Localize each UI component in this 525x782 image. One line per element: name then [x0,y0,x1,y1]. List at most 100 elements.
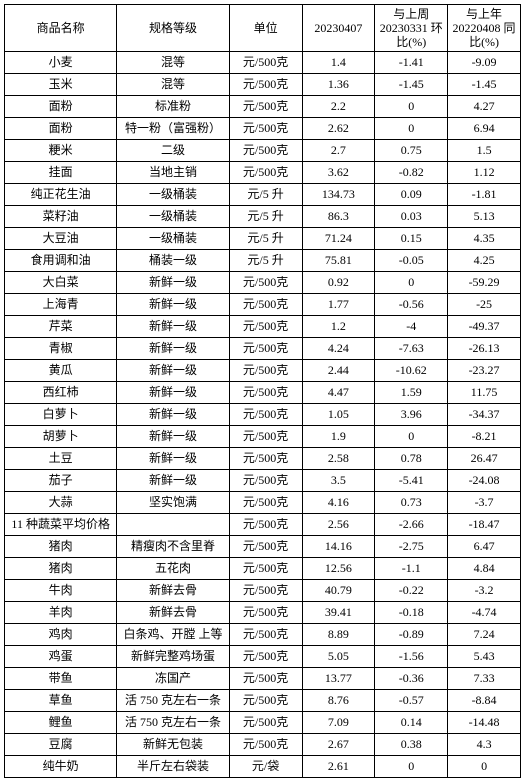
cell: 活 750 克左右一条 [117,712,229,734]
table-row: 芹菜新鲜一级元/500克1.2-4-49.37 [5,316,521,338]
cell: 0 [375,272,448,294]
cell: 0 [375,756,448,778]
cell: -1.45 [448,74,521,96]
table-row: 食用调和油桶装一级元/5 升75.81-0.054.25 [5,250,521,272]
cell: 元/500克 [229,404,302,426]
cell: 茄子 [5,470,117,492]
cell: 冻国产 [117,668,229,690]
cell: -26.13 [448,338,521,360]
cell: 12.56 [302,558,375,580]
cell: 75.81 [302,250,375,272]
cell: 坚实饱满 [117,492,229,514]
cell: -0.18 [375,602,448,624]
cell: 0 [375,426,448,448]
cell: 豆腐 [5,734,117,756]
cell: 3.96 [375,404,448,426]
table-row: 牛肉新鲜去骨元/500克40.79-0.22-3.2 [5,580,521,602]
cell: 元/500克 [229,294,302,316]
cell: 7.09 [302,712,375,734]
cell: -0.05 [375,250,448,272]
cell: -1.41 [375,52,448,74]
cell: 带鱼 [5,668,117,690]
table-row: 小麦混等元/500克1.4-1.41-9.09 [5,52,521,74]
cell: -25 [448,294,521,316]
cell: 一级桶装 [117,206,229,228]
header-date: 20230407 [302,5,375,52]
cell: 当地主销 [117,162,229,184]
table-row: 纯牛奶半斤左右袋装元/袋2.6100 [5,756,521,778]
header-spec: 规格等级 [117,5,229,52]
cell: 1.4 [302,52,375,74]
cell: 新鲜完整鸡场蛋 [117,646,229,668]
cell: 11 种蔬菜平均价格 [5,514,117,536]
cell: 胡萝卜 [5,426,117,448]
cell: -1.81 [448,184,521,206]
cell: -3.7 [448,492,521,514]
cell: 大蒜 [5,492,117,514]
table-row: 大蒜坚实饱满元/500克4.160.73-3.7 [5,492,521,514]
cell: 元/500克 [229,140,302,162]
table-row: 粳米二级元/500克2.70.751.5 [5,140,521,162]
cell: 纯正花生油 [5,184,117,206]
cell: 0.15 [375,228,448,250]
cell: 0 [448,756,521,778]
cell: -1.1 [375,558,448,580]
cell [117,514,229,536]
cell: 0 [375,118,448,140]
cell: 草鱼 [5,690,117,712]
cell: 5.13 [448,206,521,228]
cell: -10.62 [375,360,448,382]
cell: 0.38 [375,734,448,756]
table-row: 面粉标准粉元/500克2.204.27 [5,96,521,118]
cell: 二级 [117,140,229,162]
cell: 4.3 [448,734,521,756]
table-row: 鲤鱼活 750 克左右一条元/500克7.090.14-14.48 [5,712,521,734]
cell: 0.14 [375,712,448,734]
cell: 土豆 [5,448,117,470]
cell: 1.36 [302,74,375,96]
cell: 新鲜一级 [117,448,229,470]
cell: 特一粉（富强粉） [117,118,229,140]
cell: -8.84 [448,690,521,712]
header-unit: 单位 [229,5,302,52]
cell: -7.63 [375,338,448,360]
cell: 元/500克 [229,316,302,338]
table-row: 黄瓜新鲜一级元/500克2.44-10.62-23.27 [5,360,521,382]
cell: 元/500克 [229,624,302,646]
cell: 元/500克 [229,470,302,492]
cell: 混等 [117,52,229,74]
cell: 4.27 [448,96,521,118]
cell: 元/500克 [229,52,302,74]
cell: -5.41 [375,470,448,492]
cell: 鸡蛋 [5,646,117,668]
table-row: 猪肉五花肉元/500克12.56-1.14.84 [5,558,521,580]
cell: 牛肉 [5,580,117,602]
price-table: 商品名称 规格等级 单位 20230407 与上周 20230331 环比(%)… [4,4,521,778]
header-row: 商品名称 规格等级 单位 20230407 与上周 20230331 环比(%)… [5,5,521,52]
cell: 元/500克 [229,712,302,734]
cell: 0.75 [375,140,448,162]
table-row: 面粉特一粉（富强粉）元/500克2.6206.94 [5,118,521,140]
cell: 大白菜 [5,272,117,294]
cell: 新鲜一级 [117,316,229,338]
cell: -34.37 [448,404,521,426]
cell: 元/5 升 [229,228,302,250]
cell: 活 750 克左右一条 [117,690,229,712]
cell: 纯牛奶 [5,756,117,778]
cell: 0.92 [302,272,375,294]
table-row: 纯正花生油一级桶装元/5 升134.730.09-1.81 [5,184,521,206]
cell: 1.2 [302,316,375,338]
cell: 新鲜一级 [117,426,229,448]
cell: 元/500克 [229,448,302,470]
cell: 4.24 [302,338,375,360]
cell: 精瘦肉不含里脊 [117,536,229,558]
cell: -59.29 [448,272,521,294]
cell: 面粉 [5,96,117,118]
cell: 半斤左右袋装 [117,756,229,778]
cell: 元/500克 [229,558,302,580]
cell: 元/500克 [229,646,302,668]
cell: 元/500克 [229,734,302,756]
cell: 元/500克 [229,668,302,690]
cell: -49.37 [448,316,521,338]
cell: -2.66 [375,514,448,536]
